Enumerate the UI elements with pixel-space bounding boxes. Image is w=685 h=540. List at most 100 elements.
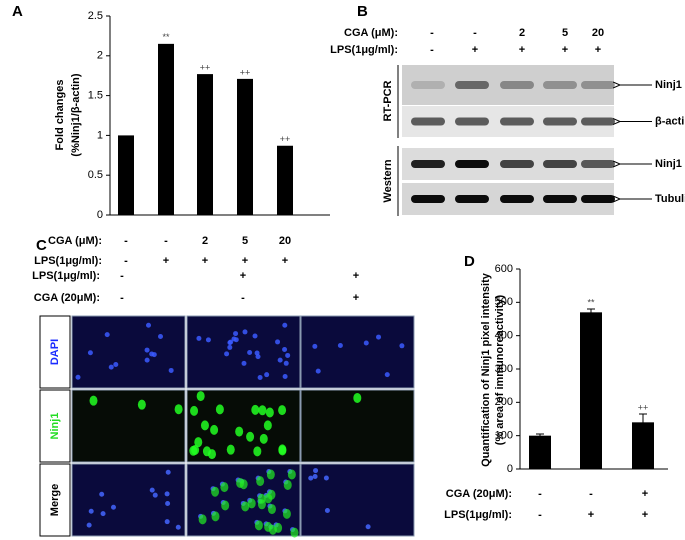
micrograph bbox=[186, 463, 301, 537]
row-label: Ninj1 bbox=[49, 413, 61, 440]
cell bbox=[164, 519, 170, 525]
condition-value: - bbox=[124, 255, 128, 267]
y-tick-label: 0 bbox=[507, 463, 513, 475]
cell bbox=[264, 372, 270, 378]
cell bbox=[113, 361, 119, 367]
blot-band bbox=[581, 195, 615, 203]
cell bbox=[165, 469, 171, 475]
cell bbox=[263, 420, 272, 431]
band-label: β-actin bbox=[655, 115, 685, 127]
cell bbox=[257, 493, 266, 504]
condition-value: + bbox=[242, 255, 248, 267]
blot-band bbox=[581, 160, 615, 168]
y-axis-label: (%Ninj1/β-actin) bbox=[70, 73, 82, 156]
cell bbox=[144, 357, 150, 363]
blot-band bbox=[543, 195, 577, 203]
blot-strip bbox=[402, 65, 614, 105]
cell bbox=[283, 360, 289, 366]
condition-value: + bbox=[240, 270, 246, 282]
significance-mark: ++ bbox=[200, 62, 211, 72]
y-axis-label: (% area of immunoreactivity) bbox=[494, 294, 506, 445]
y-tick-label: 1.5 bbox=[88, 90, 103, 102]
cell bbox=[165, 501, 171, 507]
condition-value: + bbox=[353, 292, 359, 304]
blot-band bbox=[581, 117, 615, 126]
cell bbox=[266, 469, 275, 480]
blot-band bbox=[543, 81, 577, 89]
cell bbox=[164, 491, 170, 497]
cell bbox=[205, 337, 211, 343]
cell bbox=[282, 346, 288, 352]
cell bbox=[99, 491, 105, 497]
bar bbox=[237, 78, 253, 215]
blot-band bbox=[543, 117, 577, 126]
cell bbox=[384, 372, 390, 378]
cell bbox=[227, 340, 233, 346]
condition-value: - bbox=[430, 44, 434, 56]
condition-value: 2 bbox=[202, 235, 208, 247]
panel-letter: A bbox=[12, 3, 23, 20]
y-tick-label: 600 bbox=[495, 263, 513, 275]
group-label: Western bbox=[382, 159, 394, 202]
cell bbox=[110, 504, 116, 510]
condition-value: - bbox=[538, 488, 542, 500]
cell bbox=[282, 374, 288, 380]
cell bbox=[174, 404, 183, 415]
cell bbox=[353, 392, 362, 403]
row-label-box bbox=[39, 463, 71, 537]
cell bbox=[282, 508, 291, 519]
band-label: Tubulin bbox=[655, 193, 685, 205]
y-tick-label: 2 bbox=[97, 50, 103, 62]
blot-band bbox=[455, 160, 489, 168]
bar bbox=[580, 312, 602, 469]
cell bbox=[75, 374, 81, 380]
condition-value: - bbox=[120, 270, 124, 282]
y-tick-label: 100 bbox=[495, 430, 513, 442]
condition-value: 5 bbox=[242, 235, 248, 247]
blot-band bbox=[500, 195, 534, 203]
cell bbox=[89, 395, 98, 406]
cell bbox=[275, 339, 281, 345]
condition-label: LPS(1μg/ml): bbox=[444, 509, 512, 521]
blot-band bbox=[500, 160, 534, 168]
cell bbox=[278, 405, 287, 416]
cell bbox=[277, 357, 283, 363]
condition-value: + bbox=[202, 255, 208, 267]
condition-value: + bbox=[595, 44, 601, 56]
band-label: Ninj1 bbox=[655, 158, 682, 170]
cell bbox=[278, 445, 287, 456]
cell bbox=[87, 350, 93, 356]
cell bbox=[264, 521, 273, 532]
y-tick-label: 0 bbox=[97, 209, 103, 221]
cell bbox=[365, 524, 371, 530]
condition-value: + bbox=[353, 270, 359, 282]
cell bbox=[196, 335, 202, 341]
blot-band bbox=[455, 81, 489, 89]
blot-band bbox=[543, 160, 577, 168]
cell bbox=[265, 407, 274, 418]
blot-band bbox=[411, 160, 445, 168]
cell bbox=[151, 352, 157, 358]
blot-band bbox=[411, 81, 445, 89]
cell bbox=[256, 476, 265, 487]
cell bbox=[312, 473, 318, 479]
blot-band bbox=[411, 195, 445, 203]
cell bbox=[254, 520, 263, 531]
cell bbox=[224, 351, 230, 357]
condition-label: CGA (20μM): bbox=[34, 292, 100, 304]
cell bbox=[251, 404, 260, 415]
cell bbox=[267, 489, 276, 500]
condition-value: 20 bbox=[279, 235, 291, 247]
cell bbox=[252, 333, 258, 339]
condition-label: CGA (μM): bbox=[344, 27, 398, 39]
y-tick-label: 200 bbox=[495, 396, 513, 408]
cell bbox=[194, 437, 203, 448]
cell bbox=[308, 475, 314, 481]
band-label: Ninj1 bbox=[655, 79, 682, 91]
cell bbox=[231, 336, 237, 342]
micrograph bbox=[300, 463, 415, 537]
condition-value: + bbox=[562, 44, 568, 56]
cell bbox=[211, 511, 220, 522]
y-tick-label: 500 bbox=[495, 296, 513, 308]
